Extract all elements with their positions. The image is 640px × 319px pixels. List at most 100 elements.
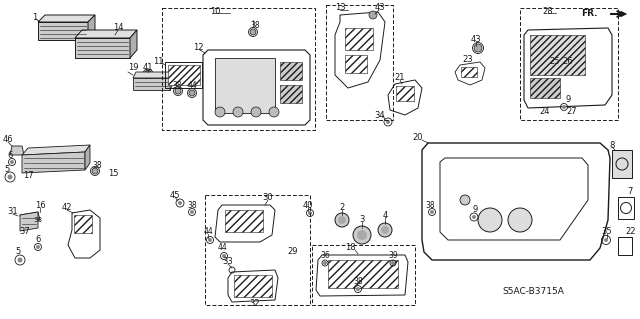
Text: 25: 25: [550, 57, 560, 66]
Circle shape: [369, 11, 377, 19]
Text: 38: 38: [250, 20, 260, 29]
Polygon shape: [88, 15, 95, 40]
Text: 5: 5: [4, 166, 10, 174]
Text: 32: 32: [250, 299, 260, 308]
Bar: [280, 62, 302, 80]
Text: 24: 24: [540, 108, 550, 116]
Text: 5: 5: [15, 248, 20, 256]
Text: 43: 43: [374, 4, 385, 12]
Circle shape: [391, 261, 395, 265]
Text: 21: 21: [395, 73, 405, 83]
Polygon shape: [170, 72, 173, 90]
Text: 43: 43: [470, 35, 481, 44]
Circle shape: [472, 215, 476, 219]
Circle shape: [145, 70, 152, 78]
Polygon shape: [38, 15, 95, 22]
Text: S5AC-B3715A: S5AC-B3715A: [502, 287, 564, 296]
Polygon shape: [85, 145, 90, 170]
Text: 9: 9: [565, 95, 571, 105]
Polygon shape: [10, 146, 24, 155]
Text: 38: 38: [92, 160, 102, 169]
Circle shape: [308, 211, 312, 215]
Text: 1: 1: [33, 13, 38, 23]
Polygon shape: [22, 152, 85, 173]
Text: 46: 46: [3, 136, 13, 145]
Circle shape: [386, 120, 390, 124]
Polygon shape: [38, 22, 88, 40]
Polygon shape: [130, 30, 137, 58]
Bar: [345, 28, 373, 50]
Circle shape: [233, 107, 243, 117]
Polygon shape: [20, 212, 40, 223]
Circle shape: [250, 29, 256, 35]
Circle shape: [222, 254, 226, 258]
Circle shape: [474, 44, 482, 52]
Circle shape: [604, 238, 608, 242]
Bar: [168, 65, 200, 85]
Text: 7: 7: [627, 188, 633, 197]
Bar: [74, 215, 92, 233]
Text: 35: 35: [602, 227, 612, 236]
Bar: [530, 35, 585, 75]
Text: 41: 41: [143, 63, 153, 71]
Text: 6: 6: [35, 235, 41, 244]
Text: 8: 8: [609, 140, 614, 150]
FancyBboxPatch shape: [612, 150, 632, 178]
Text: 15: 15: [108, 169, 118, 179]
Text: 38: 38: [33, 217, 42, 223]
FancyBboxPatch shape: [215, 58, 275, 113]
Text: 37: 37: [20, 227, 30, 236]
Polygon shape: [20, 212, 38, 231]
Circle shape: [178, 201, 182, 205]
Circle shape: [208, 238, 212, 242]
Circle shape: [8, 174, 13, 180]
Text: 34: 34: [374, 110, 385, 120]
Circle shape: [189, 90, 195, 96]
Circle shape: [215, 107, 225, 117]
Polygon shape: [75, 38, 130, 58]
Bar: [234, 275, 272, 297]
Text: 12: 12: [193, 43, 204, 53]
Text: 45: 45: [170, 190, 180, 199]
Text: 26: 26: [563, 57, 573, 66]
Text: FR.: FR.: [582, 10, 598, 19]
Circle shape: [323, 261, 327, 265]
Text: 38: 38: [187, 201, 197, 210]
Text: 6: 6: [7, 151, 13, 160]
Bar: [328, 260, 398, 288]
Circle shape: [251, 107, 261, 117]
Text: 40: 40: [303, 201, 313, 210]
Circle shape: [190, 210, 194, 214]
Text: 10: 10: [210, 6, 220, 16]
Circle shape: [92, 168, 98, 174]
Text: 44: 44: [217, 243, 227, 253]
Text: 9: 9: [472, 205, 477, 214]
Text: 31: 31: [8, 207, 19, 217]
Circle shape: [357, 230, 367, 240]
Text: 4: 4: [382, 211, 388, 219]
Circle shape: [175, 88, 181, 94]
Text: 23: 23: [463, 56, 474, 64]
Bar: [280, 85, 302, 103]
Bar: [225, 210, 263, 232]
Circle shape: [36, 245, 40, 249]
Circle shape: [353, 226, 371, 244]
Text: 17: 17: [23, 170, 34, 180]
Bar: [396, 86, 414, 101]
Text: 30: 30: [262, 194, 273, 203]
Circle shape: [381, 226, 389, 234]
Bar: [345, 55, 367, 73]
Polygon shape: [75, 30, 137, 38]
Circle shape: [338, 216, 346, 224]
Circle shape: [430, 210, 434, 214]
Text: 44: 44: [203, 227, 213, 236]
Circle shape: [508, 208, 532, 232]
Text: 36: 36: [320, 251, 330, 261]
Text: 18: 18: [345, 243, 355, 253]
Text: 11: 11: [153, 56, 163, 65]
Text: 22: 22: [626, 227, 636, 236]
Text: 33: 33: [223, 257, 234, 266]
Circle shape: [269, 107, 279, 117]
Bar: [530, 78, 560, 98]
Text: 44: 44: [187, 80, 197, 90]
